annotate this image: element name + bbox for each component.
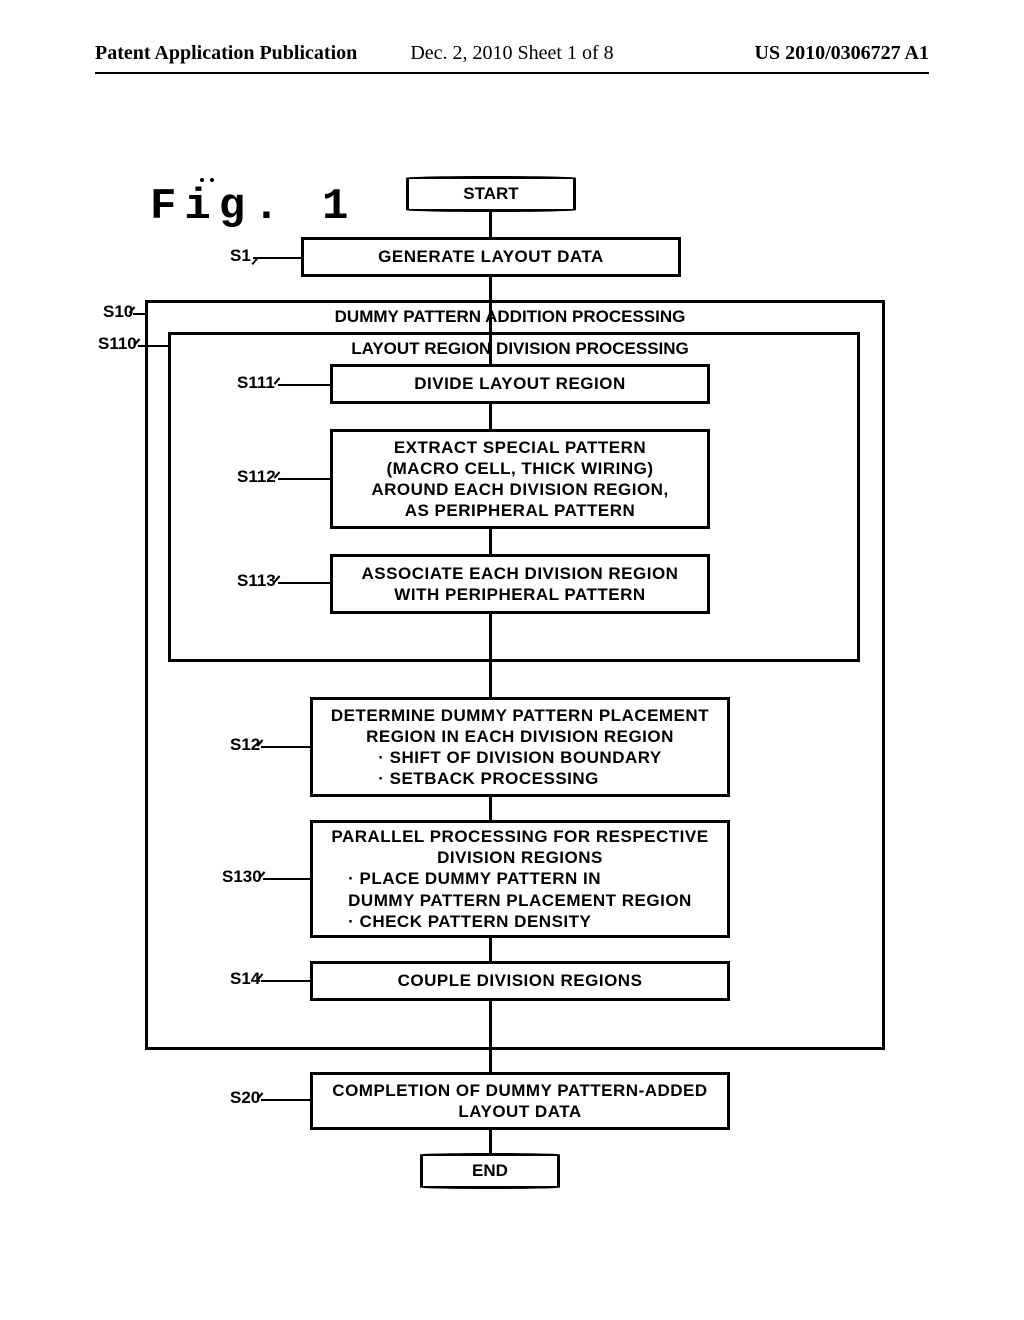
figure-label: Fig. 1 bbox=[150, 182, 356, 232]
s112-l4: AS PERIPHERAL PATTERN bbox=[339, 500, 701, 521]
header-rule bbox=[95, 72, 929, 74]
s113-inner: ASSOCIATE EACH DIVISION REGION WITH PERI… bbox=[339, 563, 701, 606]
s20-inner: COMPLETION OF DUMMY PATTERN-ADDED LAYOUT… bbox=[319, 1080, 721, 1123]
s20-l1: COMPLETION OF DUMMY PATTERN-ADDED bbox=[319, 1080, 721, 1101]
conn-s130-s14 bbox=[489, 938, 492, 961]
s111-label: S111 bbox=[237, 373, 275, 393]
s112-l2: (MACRO CELL, THICK WIRING) bbox=[339, 458, 701, 479]
s130-l1: PARALLEL PROCESSING FOR RESPECTIVE bbox=[319, 826, 721, 847]
s110-title: LAYOUT REGION DIVISION PROCESSING bbox=[320, 339, 720, 359]
s113-label: S113 bbox=[237, 571, 276, 591]
s20-box: COMPLETION OF DUMMY PATTERN-ADDED LAYOUT… bbox=[310, 1072, 730, 1130]
fig-dot-1 bbox=[200, 178, 204, 182]
s12-bullets: · SHIFT OF DIVISION BOUNDARY · SETBACK P… bbox=[378, 747, 662, 790]
s113-box: ASSOCIATE EACH DIVISION REGION WITH PERI… bbox=[330, 554, 710, 614]
s12-box: DETERMINE DUMMY PATTERN PLACEMENT REGION… bbox=[310, 697, 730, 797]
s12-inner: DETERMINE DUMMY PATTERN PLACEMENT REGION… bbox=[319, 705, 721, 790]
s113-leader-h bbox=[278, 582, 330, 584]
s1-box: GENERATE LAYOUT DATA bbox=[301, 237, 681, 277]
s10-leader-h bbox=[133, 313, 148, 315]
conn-s111-s112 bbox=[489, 404, 492, 429]
s10-title: DUMMY PATTERN ADDITION PROCESSING bbox=[310, 307, 710, 327]
conn-in-s10 bbox=[489, 303, 492, 332]
fig-dot-2 bbox=[210, 178, 214, 182]
conn-s113-s12 bbox=[489, 614, 492, 697]
s12-b2: · SETBACK PROCESSING bbox=[378, 768, 662, 789]
header-center: Dec. 2, 2010 Sheet 1 of 8 bbox=[410, 42, 613, 65]
s14-text: COUPLE DIVISION REGIONS bbox=[398, 970, 643, 991]
s111-box: DIVIDE LAYOUT REGION bbox=[330, 364, 710, 404]
s12-b1: · SHIFT OF DIVISION BOUNDARY bbox=[378, 747, 662, 768]
conn-s14-s20 bbox=[489, 1001, 492, 1072]
s130-inner: PARALLEL PROCESSING FOR RESPECTIVE DIVIS… bbox=[319, 826, 721, 932]
s1-label: S1 bbox=[230, 246, 251, 266]
conn-s20-end bbox=[489, 1130, 492, 1153]
start-label: START bbox=[463, 184, 518, 204]
start-terminal: START bbox=[406, 176, 576, 212]
s110-leader-h bbox=[138, 345, 168, 347]
header-right: US 2010/0306727 A1 bbox=[755, 42, 929, 65]
conn-s112-s113 bbox=[489, 529, 492, 554]
conn-s1-s10 bbox=[489, 277, 492, 300]
page-root: Patent Application Publication Dec. 2, 2… bbox=[0, 0, 1024, 1320]
s14-box: COUPLE DIVISION REGIONS bbox=[310, 961, 730, 1001]
s12-l1: DETERMINE DUMMY PATTERN PLACEMENT bbox=[319, 705, 721, 726]
conn-start-s1 bbox=[489, 212, 492, 237]
s113-l2: WITH PERIPHERAL PATTERN bbox=[339, 584, 701, 605]
s12-l2: REGION IN EACH DIVISION REGION bbox=[319, 726, 721, 747]
s1-text: GENERATE LAYOUT DATA bbox=[378, 246, 604, 267]
header-left: Patent Application Publication bbox=[95, 42, 357, 65]
s130-label: S130 bbox=[222, 867, 262, 887]
s110-label: S110 bbox=[98, 334, 137, 354]
end-terminal: END bbox=[420, 1153, 560, 1189]
s113-l1: ASSOCIATE EACH DIVISION REGION bbox=[339, 563, 701, 584]
s14-leader-h bbox=[261, 980, 310, 982]
s130-bullets: · PLACE DUMMY PATTERN IN DUMMY PATTERN P… bbox=[348, 868, 692, 932]
s130-b1b: DUMMY PATTERN PLACEMENT REGION bbox=[348, 890, 692, 911]
conn-s12-s130 bbox=[489, 797, 492, 820]
s130-b1: · PLACE DUMMY PATTERN IN bbox=[348, 868, 692, 889]
s1-leader-h bbox=[253, 257, 301, 259]
conn-in-s110 bbox=[489, 335, 492, 364]
s112-box: EXTRACT SPECIAL PATTERN (MACRO CELL, THI… bbox=[330, 429, 710, 529]
patent-header: Patent Application Publication Dec. 2, 2… bbox=[0, 42, 1024, 65]
s111-leader-h bbox=[278, 384, 330, 386]
s112-leader-h bbox=[278, 478, 330, 480]
s130-box: PARALLEL PROCESSING FOR RESPECTIVE DIVIS… bbox=[310, 820, 730, 938]
s111-text: DIVIDE LAYOUT REGION bbox=[414, 373, 626, 394]
s20-leader-h bbox=[261, 1099, 310, 1101]
s130-b2: · CHECK PATTERN DENSITY bbox=[348, 911, 692, 932]
end-label: END bbox=[472, 1161, 508, 1181]
s130-leader-h bbox=[263, 878, 310, 880]
s112-label: S112 bbox=[237, 467, 276, 487]
s130-l2: DIVISION REGIONS bbox=[319, 847, 721, 868]
s112-inner: EXTRACT SPECIAL PATTERN (MACRO CELL, THI… bbox=[339, 437, 701, 522]
s112-l1: EXTRACT SPECIAL PATTERN bbox=[339, 437, 701, 458]
s20-l2: LAYOUT DATA bbox=[319, 1101, 721, 1122]
s112-l3: AROUND EACH DIVISION REGION, bbox=[339, 479, 701, 500]
s12-leader-h bbox=[261, 746, 310, 748]
